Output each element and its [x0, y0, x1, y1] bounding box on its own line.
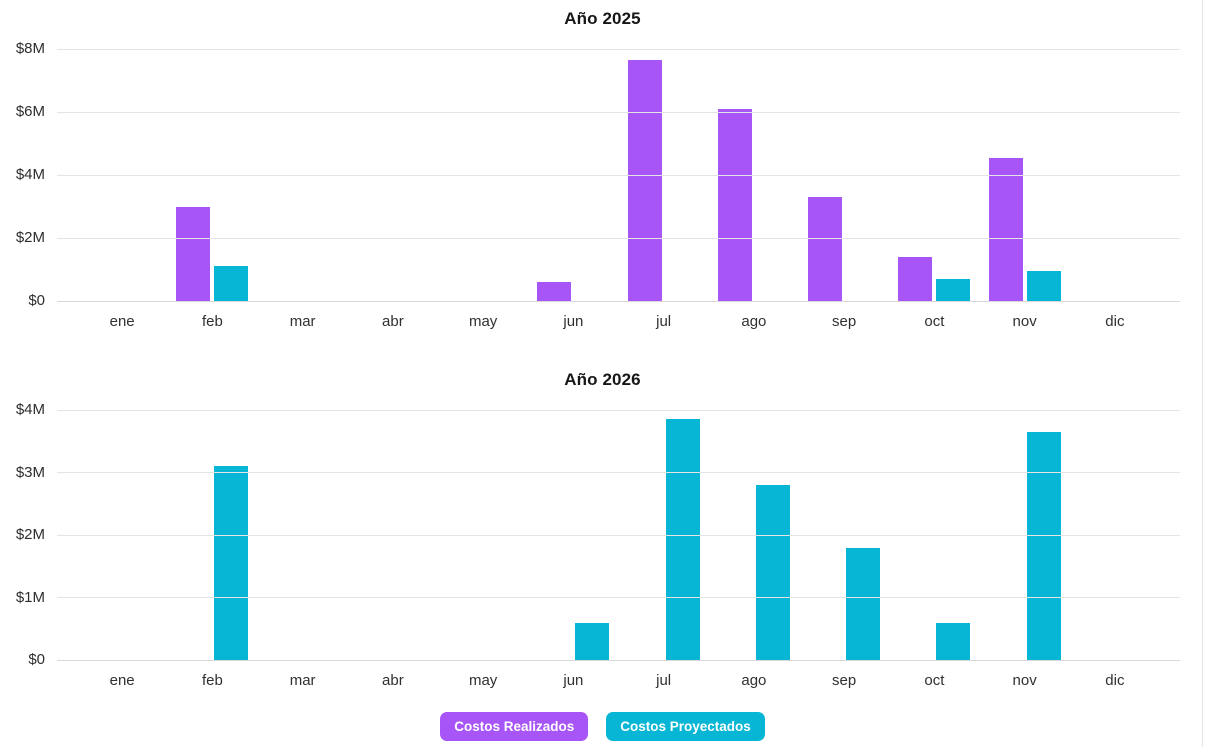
bar-group-jul	[619, 49, 709, 301]
bar-costos-realizados-oct[interactable]	[898, 256, 933, 301]
bar-costos-proyectados-sep[interactable]	[846, 547, 881, 660]
x-axis-label-sep: sep	[832, 313, 857, 330]
bar-costos-proyectados-oct[interactable]	[936, 278, 971, 301]
gridline	[57, 174, 1180, 176]
chart-title-2025: Año 2025	[564, 9, 641, 28]
bar-group-jun	[528, 49, 618, 301]
chart-area-2026: $0 $1M $2M $3M $4M	[0, 401, 1205, 668]
chart-ano-2025: Año 2025 $0 $2M $4M $6M $8M ene feb mar abr may j…	[0, 8, 1205, 332]
x-axis-label-ene: ene	[109, 313, 135, 330]
legend-button-costos-realizados[interactable]: Costos Realizados	[440, 712, 589, 741]
x-axis-label-mar: mar	[289, 313, 316, 330]
y-axis-tick-label: $2M	[15, 229, 45, 246]
bar-group-jul	[619, 410, 709, 660]
x-axis-label-nov: nov	[1012, 672, 1037, 689]
bar-costos-realizados-ago[interactable]	[717, 108, 752, 301]
bar-costos-proyectados-feb[interactable]	[214, 466, 249, 660]
x-axis-label-feb: feb	[201, 313, 223, 330]
y-axis-tick-label: $4M	[15, 166, 45, 183]
bars-2025	[57, 49, 1180, 301]
bar-group-feb	[167, 410, 257, 660]
x-axis-2026: ene feb mar abr may jun jul ago sep oct nov dic	[57, 670, 1180, 691]
bar-group-ago	[709, 49, 799, 301]
bar-group-nov	[980, 49, 1070, 301]
x-axis-label-abr: abr	[382, 313, 404, 330]
bar-costos-realizados-jul[interactable]	[627, 60, 662, 301]
bar-group-oct	[889, 49, 979, 301]
y-axis-tick-label: $1M	[15, 588, 45, 606]
gridline	[57, 409, 1180, 411]
bar-costos-proyectados-nov[interactable]	[1026, 431, 1061, 660]
y-axis-2025: $0 $2M $4M $6M $8M	[0, 40, 57, 309]
bar-costos-realizados-nov[interactable]	[988, 157, 1023, 301]
x-axis-label-abr: abr	[382, 672, 404, 689]
right-edge-divider	[1202, 0, 1203, 747]
gridline	[57, 237, 1180, 239]
x-axis-label-ago: ago	[741, 313, 767, 330]
x-axis-label-ago: ago	[741, 672, 767, 689]
x-axis-label-mar: mar	[289, 672, 316, 689]
x-axis-label-nov: nov	[1012, 313, 1037, 330]
bar-costos-proyectados-feb[interactable]	[214, 266, 249, 301]
y-axis-tick-label: $4M	[15, 401, 45, 418]
plot-area-2025	[57, 48, 1180, 302]
x-axis-label-oct: oct	[924, 672, 945, 689]
bars-2026	[57, 410, 1180, 660]
bar-costos-proyectados-oct[interactable]	[936, 622, 971, 660]
plot-area-2026	[57, 409, 1180, 661]
bar-costos-proyectados-jul[interactable]	[665, 419, 700, 660]
gridline	[57, 472, 1180, 473]
y-axis-2026: $0 $1M $2M $3M $4M	[0, 401, 57, 668]
bar-costos-realizados-feb[interactable]	[176, 206, 211, 301]
gridline	[57, 300, 1180, 302]
x-axis-label-ene: ene	[109, 672, 135, 689]
x-axis-label-jul: jul	[656, 313, 672, 330]
bar-group-jun	[528, 410, 618, 660]
gridline	[57, 659, 1180, 661]
x-axis-label-may: may	[468, 313, 498, 330]
gridline	[57, 111, 1180, 113]
x-axis-label-oct: oct	[924, 313, 945, 330]
x-axis-label-may: may	[468, 672, 498, 689]
chart-ano-2026: Año 2026 $0 $1M $2M $3M $4M ene feb mar abr may j…	[0, 369, 1205, 691]
y-axis-tick-label: $3M	[15, 463, 45, 481]
y-axis-tick-label: $6M	[15, 103, 45, 120]
gridline	[57, 597, 1180, 598]
gridline	[57, 48, 1180, 50]
bar-group-sep	[799, 410, 889, 660]
bar-group-oct	[889, 410, 979, 660]
chart-area-2025: $0 $2M $4M $6M $8M	[0, 40, 1205, 309]
y-axis-tick-label: $8M	[15, 40, 45, 57]
legend-button-costos-proyectados[interactable]: Costos Proyectados	[606, 712, 765, 741]
x-axis-label-dic: dic	[1105, 313, 1125, 330]
x-axis-label-sep: sep	[832, 672, 857, 689]
bar-costos-realizados-sep[interactable]	[808, 197, 843, 301]
x-axis-label-feb: feb	[201, 672, 223, 689]
x-axis-label-jul: jul	[656, 672, 672, 689]
bar-costos-proyectados-jun[interactable]	[575, 622, 610, 660]
x-axis-label-dic: dic	[1105, 672, 1125, 689]
bar-group-sep	[799, 49, 889, 301]
bar-group-nov	[980, 410, 1070, 660]
y-axis-tick-label: $2M	[15, 526, 45, 543]
x-axis-2025: ene feb mar abr may jun jul ago sep oct nov dic	[57, 311, 1180, 332]
bar-group-feb	[167, 49, 257, 301]
x-axis-label-jun: jun	[563, 313, 584, 330]
y-axis-tick-label: $0	[28, 651, 45, 668]
chart-title-2026: Año 2026	[564, 370, 641, 389]
bar-group-ago	[709, 410, 799, 660]
x-axis-label-jun: jun	[563, 672, 584, 689]
gridline	[57, 534, 1180, 536]
legend: Costos Realizados Costos Proyectados	[0, 712, 1205, 741]
bar-costos-proyectados-nov[interactable]	[1026, 271, 1061, 301]
y-axis-tick-label: $0	[28, 292, 45, 309]
bar-costos-proyectados-ago[interactable]	[755, 485, 790, 660]
bar-costos-realizados-jun[interactable]	[537, 282, 572, 301]
